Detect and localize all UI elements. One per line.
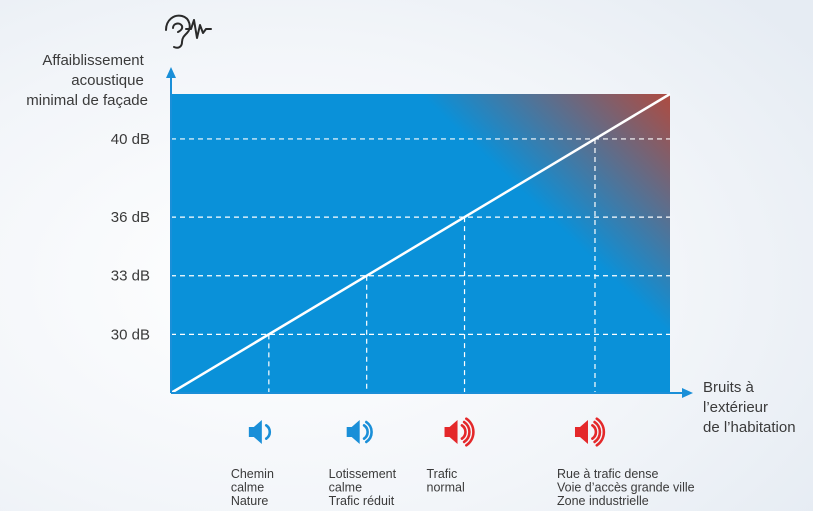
y-axis-title-line: minimal de façade: [26, 92, 148, 109]
x-axis-title-line: de l’habitation: [703, 419, 796, 436]
ear-soundwave-icon: [165, 14, 212, 49]
category-label-line: Nature: [231, 494, 269, 508]
category-label-line: calme: [231, 481, 264, 495]
horizontal-gridlines: [171, 138, 670, 335]
noise-level-icons: [248, 417, 606, 447]
vertical-dropdown-lines: [268, 138, 596, 393]
y-axis-arrow-icon: [166, 67, 176, 78]
x-axis-title-line: Bruits à: [703, 379, 755, 396]
category-label-line: Trafic réduit: [329, 494, 395, 508]
y-tick-label: 40 dB: [111, 131, 150, 148]
y-tick-label: 36 dB: [111, 209, 150, 226]
x-axis: [171, 388, 693, 398]
y-tick-label: 33 dB: [111, 268, 150, 285]
speaker-loud-icon: [444, 417, 475, 447]
category-label-line: Voie d’accès grande ville: [557, 481, 695, 495]
category-label-line: normal: [427, 481, 465, 495]
x-axis-arrow-icon: [682, 388, 693, 398]
y-tick-label: 30 dB: [111, 326, 150, 343]
category-label: Lotissement calme Trafic réduit: [329, 467, 397, 508]
speaker-medium-icon: [346, 420, 373, 444]
category-label-line: Trafic: [427, 467, 458, 481]
category-label: Chemin calme Nature: [231, 467, 274, 508]
category-label-line: calme: [329, 481, 362, 495]
trend-line: [170, 92, 671, 395]
x-axis-title-line: l’extérieur: [703, 399, 768, 416]
category-label-line: Lotissement: [329, 467, 397, 481]
speaker-loud-icon: [574, 417, 606, 447]
y-tick-labels: 30 dB 33 dB 36 dB 40 dB: [111, 131, 150, 343]
category-label-line: Zone industrielle: [557, 494, 649, 508]
y-axis-title-line: acoustique: [71, 72, 144, 89]
category-label: Rue à trafic dense Voie d’accès grande vi…: [557, 467, 695, 508]
speaker-low-icon: [248, 420, 272, 444]
category-label-line: Chemin: [231, 467, 274, 481]
y-axis-title: Affaiblissement acoustique minimal de fa…: [26, 52, 148, 109]
category-label: Trafic normal: [427, 467, 465, 495]
y-axis-title-line: Affaiblissement: [42, 52, 144, 69]
y-axis: [166, 67, 176, 393]
category-label-line: Rue à trafic dense: [557, 467, 658, 481]
x-axis-title: Bruits à l’extérieur de l’habitation: [703, 379, 796, 436]
